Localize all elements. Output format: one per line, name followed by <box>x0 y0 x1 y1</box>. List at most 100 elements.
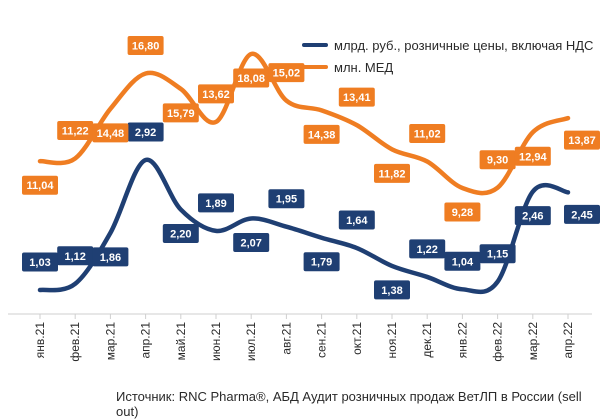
data-label-box <box>22 252 58 272</box>
data-label-box <box>303 124 340 144</box>
legend: млрд. руб., розничные цены, включая НДС … <box>302 34 593 78</box>
data-label-box <box>57 120 94 140</box>
x-tick-label-5: июн.21 <box>209 322 223 361</box>
data-label-med-3: 16,80 <box>127 35 164 55</box>
data-label-text: 16,80 <box>132 40 160 52</box>
x-tick-label-0: янв.21 <box>33 322 47 359</box>
data-label-text: 9,28 <box>452 207 473 219</box>
data-label-med-15: 13,87 <box>564 130 600 150</box>
data-label-text: 1,22 <box>416 244 437 256</box>
data-label-text: 1,86 <box>100 252 121 264</box>
data-label-med-0: 11,04 <box>22 175 58 195</box>
data-label-text: 1,03 <box>29 257 50 269</box>
data-label-text: 2,92 <box>135 127 156 139</box>
x-tick-label-6: июл.21 <box>244 322 258 361</box>
x-tick-label-11: дек.21 <box>420 322 434 358</box>
data-label-box <box>233 68 270 88</box>
data-label-box <box>409 124 446 144</box>
data-label-text: 11,82 <box>379 168 406 180</box>
series-line-med <box>37 51 571 196</box>
data-label-med-9: 13,41 <box>338 87 375 107</box>
data-label-text: 13,41 <box>343 92 371 104</box>
data-label-text: 13,87 <box>568 135 596 147</box>
legend-swatch-rub <box>302 43 328 47</box>
data-label-med-14: 12,94 <box>514 146 551 166</box>
data-label-rub-2: 1,86 <box>92 247 129 267</box>
data-label-text: 1,95 <box>276 194 297 206</box>
data-label-med-12: 9,28 <box>444 202 481 222</box>
data-label-med-13: 9,30 <box>479 150 516 170</box>
data-label-text: 12,94 <box>519 151 547 163</box>
data-label-box <box>127 35 164 55</box>
data-label-box <box>374 163 410 183</box>
data-label-box <box>564 204 600 224</box>
x-tick-label-8: сен.21 <box>315 322 329 358</box>
data-label-box <box>444 202 481 222</box>
data-label-rub-7: 1,95 <box>268 189 305 209</box>
data-label-text: 1,79 <box>311 257 332 269</box>
data-label-rub-12: 1,04 <box>444 251 481 271</box>
data-label-box <box>338 210 375 230</box>
data-label-box <box>198 193 234 213</box>
data-label-box <box>268 63 305 83</box>
data-label-text: 11,02 <box>414 129 441 141</box>
data-label-text: 1,38 <box>381 285 402 297</box>
data-label-text: 18,08 <box>237 73 265 85</box>
data-label-box <box>22 175 58 195</box>
source-note: Источник: RNC Pharma®, АБД Аудит розничн… <box>116 389 582 419</box>
x-tick-label-14: мар.22 <box>526 322 540 361</box>
x-tick-label-1: фев.21 <box>68 322 82 362</box>
data-label-text: 1,12 <box>64 251 85 263</box>
data-label-box <box>92 247 129 267</box>
data-label-box <box>409 239 446 259</box>
data-label-box <box>233 232 270 252</box>
data-label-box <box>514 146 551 166</box>
x-tick-label-13: фев.22 <box>491 322 505 362</box>
data-label-med-4: 15,79 <box>162 103 199 123</box>
data-label-med-8: 14,38 <box>303 124 340 144</box>
x-tick-label-3: апр.21 <box>139 322 153 359</box>
data-label-text: 1,04 <box>452 256 474 268</box>
data-label-box <box>374 280 410 300</box>
data-label-box <box>479 244 516 264</box>
legend-entry-rub: млрд. руб., розничные цены, включая НДС <box>302 34 593 56</box>
data-label-text: 14,38 <box>308 129 336 141</box>
x-tick-label-7: авг.21 <box>279 322 293 355</box>
x-tick-label-15: апр.22 <box>561 322 575 359</box>
data-label-med-5: 13,62 <box>198 84 234 104</box>
legend-swatch-med <box>302 65 328 69</box>
data-label-box <box>268 189 305 209</box>
data-label-rub-3: 2,92 <box>127 122 164 142</box>
data-label-box <box>444 251 481 271</box>
data-label-text: 2,07 <box>240 237 261 249</box>
data-label-rub-9: 1,64 <box>338 210 375 230</box>
x-tick-label-2: мар.21 <box>103 322 117 361</box>
x-tick-label-4: май.21 <box>174 322 188 361</box>
data-label-text: 14,48 <box>97 128 125 140</box>
data-label-text: 15,02 <box>273 68 301 80</box>
data-label-rub-5: 1,89 <box>198 193 234 213</box>
data-label-text: 2,46 <box>522 211 543 223</box>
data-label-box <box>162 224 199 244</box>
data-label-box <box>92 123 129 143</box>
data-label-text: 2,20 <box>170 229 191 241</box>
data-label-rub-13: 1,15 <box>479 244 516 264</box>
data-label-box <box>127 122 164 142</box>
data-label-rub-10: 1,38 <box>374 280 410 300</box>
legend-entry-med: млн. МЕД <box>302 56 593 78</box>
data-label-rub-8: 1,79 <box>303 252 340 272</box>
data-label-text: 1,15 <box>487 249 508 261</box>
data-label-text: 11,04 <box>27 180 55 192</box>
data-label-box <box>514 206 551 226</box>
data-label-rub-1: 1,12 <box>57 246 94 266</box>
legend-label-rub: млрд. руб., розничные цены, включая НДС <box>334 37 594 53</box>
data-label-box <box>303 252 340 272</box>
data-label-rub-15: 2,45 <box>564 204 600 224</box>
x-tick-label-9: окт.21 <box>350 322 364 355</box>
data-label-text: 11,22 <box>62 125 89 137</box>
data-label-text: 1,64 <box>346 215 368 227</box>
data-label-text: 2,45 <box>571 209 592 221</box>
data-label-rub-6: 2,07 <box>233 232 270 252</box>
data-label-text: 9,30 <box>487 155 508 167</box>
data-label-box <box>338 87 375 107</box>
